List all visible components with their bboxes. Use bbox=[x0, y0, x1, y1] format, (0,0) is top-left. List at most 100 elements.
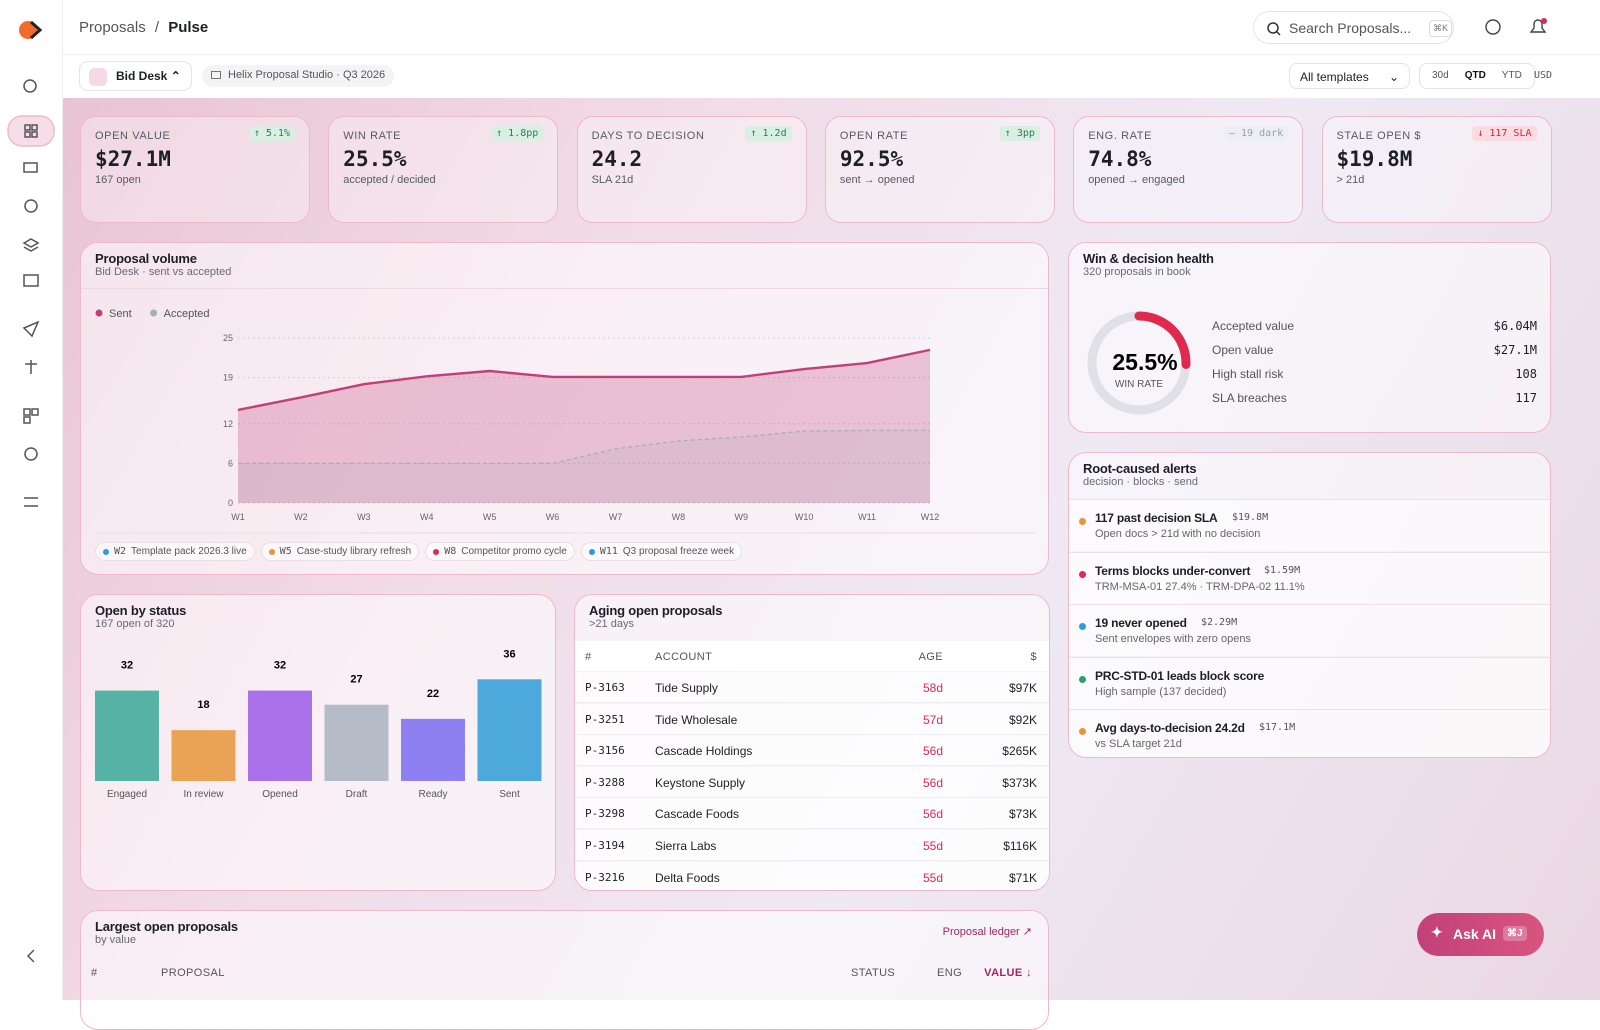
range-option[interactable]: 30d bbox=[1432, 70, 1449, 81]
kpi-value: 92.5% bbox=[839, 147, 904, 171]
alert-row[interactable]: 117 past decision SLA Open docs > 21d wit… bbox=[1069, 499, 1550, 551]
logo bbox=[19, 21, 37, 39]
nav-icon[interactable] bbox=[23, 274, 39, 287]
crumb[interactable]: Proposals bbox=[79, 19, 146, 36]
alert-dot bbox=[1079, 623, 1086, 630]
stat-row: SLA breaches 117 bbox=[1212, 391, 1537, 405]
table-row[interactable]: P-3194 Sierra Labs 55d $116K bbox=[575, 830, 1049, 861]
kpi-sub: 167 open bbox=[95, 174, 141, 186]
table-row[interactable]: P-3298 Cascade Foods 56d $73K bbox=[575, 798, 1049, 830]
kpi-sub: > 21d bbox=[1336, 174, 1365, 186]
donut-arc bbox=[1134, 311, 1191, 369]
bell[interactable] bbox=[1529, 19, 1547, 33]
search-box[interactable]: Search Proposals... ⌘K bbox=[1253, 11, 1454, 44]
alert-amount: $2.29M bbox=[1201, 617, 1238, 628]
y-tick-label: 12 bbox=[223, 419, 233, 429]
alert-row[interactable]: Avg days-to-decision 24.2d vs SLA target … bbox=[1069, 709, 1550, 757]
alert-row[interactable]: Terms blocks under-convert TRM-MSA-01 27.… bbox=[1069, 551, 1550, 604]
search-icon[interactable] bbox=[23, 79, 37, 93]
x-tick-label: W9 bbox=[735, 512, 749, 522]
ledger-link[interactable]: Proposal ledger ↗ bbox=[942, 926, 1032, 938]
status-panel: Open by status 167 open of 320 32 Engaged 1… bbox=[80, 594, 556, 891]
alert-row[interactable]: 19 never opened Sent envelopes with zero … bbox=[1069, 604, 1550, 656]
bar bbox=[171, 730, 236, 781]
x-tick-label: W4 bbox=[420, 512, 434, 522]
nav-icon[interactable] bbox=[25, 360, 37, 374]
amount: $116K bbox=[1003, 839, 1037, 853]
series-line bbox=[237, 348, 931, 412]
alert-amount: $17.1M bbox=[1259, 722, 1296, 733]
nav-active[interactable] bbox=[7, 115, 55, 147]
y-tick-label: 0 bbox=[228, 498, 233, 508]
sidebar bbox=[0, 0, 63, 1000]
age: 58d bbox=[922, 681, 943, 695]
table-row[interactable]: P-3288 Keystone Supply 56d $373K bbox=[575, 766, 1049, 798]
stat-row: High stall risk 108 bbox=[1212, 367, 1537, 381]
panel-subtitle: 167 open of 320 bbox=[95, 618, 175, 630]
panel-title: Proposal volume bbox=[95, 251, 197, 266]
x-tick-label: W5 bbox=[483, 512, 497, 522]
top-icons bbox=[1485, 18, 1547, 35]
account: Tide Wholesale bbox=[655, 712, 738, 727]
volume-chart: 0 6 12 19 25 W1 W2 W3 W4 W5 W6 W7 W8 W9 W10 W11 W12 Sent A… bbox=[95, 308, 1036, 534]
search-icon bbox=[1267, 22, 1281, 36]
ask-ai[interactable]: ✦ Ask AI ⌘J bbox=[1417, 913, 1544, 956]
studio-chip: Helix Proposal Studio · Q3 2026 bbox=[202, 65, 395, 87]
alert-row[interactable]: PRC-STD-01 leads block score High sample … bbox=[1069, 656, 1550, 709]
x-tick-label: Engaged bbox=[107, 789, 147, 800]
alert-detail: High sample (137 decided) bbox=[1095, 685, 1227, 698]
breadcrumb: Proposals / Pulse bbox=[79, 19, 208, 36]
sidebar-icons bbox=[7, 20, 55, 963]
bar-value-label: 18 bbox=[197, 699, 209, 711]
nav-icon[interactable] bbox=[22, 320, 40, 338]
nav-icon[interactable] bbox=[24, 497, 38, 507]
nav-icon[interactable] bbox=[24, 199, 38, 213]
column-header: AGE bbox=[918, 651, 943, 663]
table-row[interactable]: P-3163 Tide Supply 58d $97K bbox=[575, 672, 1049, 703]
kpi-delta: ↑ 1.8pp bbox=[491, 126, 544, 141]
workspace-select[interactable]: Bid Desk ⌃ bbox=[79, 61, 192, 91]
panel-title: Root-caused alerts bbox=[1083, 461, 1197, 476]
column-header: ENG bbox=[937, 967, 963, 979]
chip-text: Template pack 2026.3 live bbox=[131, 546, 247, 557]
bar bbox=[95, 690, 159, 781]
range-option[interactable]: YTD bbox=[1501, 70, 1522, 81]
collapse[interactable] bbox=[26, 949, 35, 963]
x-tick-label: W2 bbox=[294, 512, 308, 522]
table-row[interactable]: P-3216 Delta Foods 55d $71K bbox=[575, 861, 1049, 890]
nav-icon[interactable] bbox=[24, 447, 38, 461]
chip-dot bbox=[588, 548, 595, 555]
legend-label: Sent bbox=[109, 308, 132, 320]
column-header: PROPOSAL bbox=[161, 967, 225, 979]
panel-subtitle: >21 days bbox=[589, 618, 634, 630]
stat-row: Accepted value $6.04M bbox=[1212, 319, 1537, 333]
panel-title: Aging open proposals bbox=[589, 603, 723, 618]
proposal-id: P-3156 bbox=[585, 744, 625, 758]
age: 56d bbox=[922, 807, 943, 822]
column-header: VALUE ↓ bbox=[984, 967, 1032, 979]
kpi-label: OPEN RATE bbox=[839, 130, 909, 142]
nav-icon[interactable] bbox=[22, 238, 40, 252]
stat-value: $27.1M bbox=[1493, 343, 1537, 357]
studio: Helix Proposal Studio · Q3 2026 bbox=[228, 69, 386, 81]
panel-title: Win & decision health bbox=[1083, 251, 1214, 266]
panel-subtitle: 320 proposals in book bbox=[1083, 266, 1191, 278]
table-row[interactable]: P-3251 Tide Wholesale 57d $92K bbox=[575, 703, 1049, 735]
shortcut: ⌘J bbox=[1503, 926, 1527, 941]
x-tick-label: Draft bbox=[346, 789, 368, 800]
account: Tide Supply bbox=[655, 681, 718, 695]
table-row[interactable]: P-3156 Cascade Holdings 56d $265K bbox=[575, 735, 1049, 767]
alert-title: Terms blocks under-convert bbox=[1095, 563, 1251, 578]
range-option[interactable]: QTD bbox=[1464, 70, 1486, 81]
proposal-id: P-3163 bbox=[585, 681, 625, 694]
bar-value-label: 27 bbox=[350, 674, 362, 686]
help[interactable] bbox=[1485, 19, 1501, 35]
nav-icon[interactable] bbox=[23, 416, 31, 424]
nav-icon[interactable] bbox=[23, 162, 38, 173]
amount: $373K bbox=[1002, 775, 1037, 790]
template-select[interactable]: All templates ⌄ bbox=[1289, 63, 1410, 89]
age: 55d bbox=[922, 870, 943, 885]
column-header: # bbox=[585, 651, 592, 663]
kpi-card: ENG. RATE 74.8% opened → engaged — 19 dark bbox=[1073, 116, 1304, 223]
annotation-chip: W8 Competitor promo cycle bbox=[425, 542, 575, 561]
